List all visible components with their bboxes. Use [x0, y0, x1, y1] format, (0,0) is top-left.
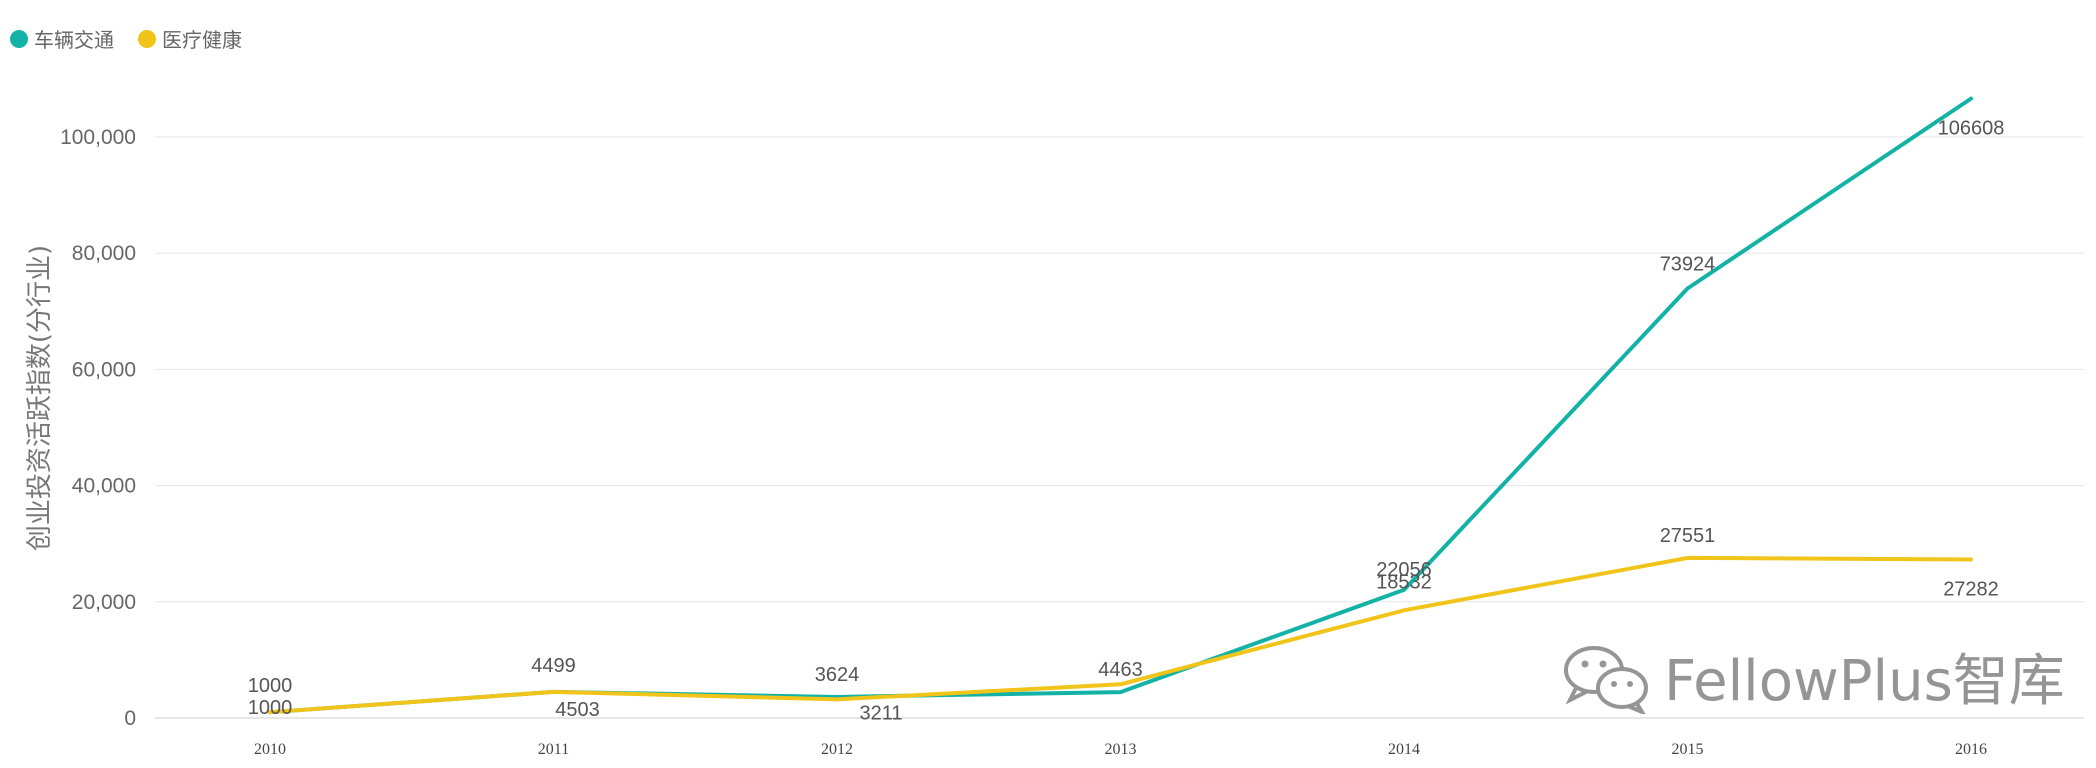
data-label: 3211 — [859, 702, 902, 724]
legend-label-health: 医疗健康 — [162, 28, 242, 52]
data-label: 27282 — [1943, 578, 1999, 600]
data-label: 22056 — [1376, 559, 1432, 581]
data-label: 4499 — [531, 655, 576, 677]
data-label: 27551 — [1660, 525, 1716, 547]
wechat-icon — [1564, 645, 1648, 714]
legend-item-health[interactable]: 医疗健康 — [138, 24, 242, 53]
data-label: 4503 — [555, 699, 600, 721]
y-tick-label: 0 — [124, 707, 136, 730]
x-tick-label: 2013 — [1105, 741, 1137, 758]
legend-label-vehicle: 车辆交通 — [34, 28, 114, 52]
data-label: 4463 — [1098, 659, 1143, 681]
x-tick-label: 2012 — [821, 741, 853, 758]
y-tick-label: 100,000 — [60, 126, 136, 149]
x-tick-label: 2011 — [538, 741, 569, 758]
legend-item-vehicle[interactable]: 车辆交通 — [10, 24, 114, 53]
x-tick-label: 2016 — [1955, 741, 1987, 758]
data-label: 1000 — [248, 697, 293, 719]
watermark: FellowPlus智库 — [1560, 636, 2065, 717]
chart-legend: 车辆交通 医疗健康 — [10, 24, 242, 53]
y-tick-label: 20,000 — [72, 591, 136, 614]
x-tick-label: 2015 — [1672, 741, 1704, 758]
y-tick-label: 40,000 — [72, 475, 136, 498]
legend-swatch-health — [138, 29, 156, 48]
y-tick-label: 60,000 — [72, 358, 136, 381]
data-label: 1000 — [248, 675, 293, 697]
y-axis-label: 创业投资活跃指数(分行业) — [25, 245, 55, 551]
data-label: 18532 — [1376, 571, 1432, 593]
series-line-1 — [268, 555, 1973, 715]
x-tick-label: 2010 — [254, 741, 286, 758]
data-label: 3624 — [815, 664, 860, 686]
watermark-text: FellowPlus智库 — [1664, 649, 2065, 714]
legend-swatch-vehicle — [10, 29, 28, 48]
data-label: 73924 — [1660, 254, 1716, 276]
y-tick-label: 80,000 — [72, 242, 136, 265]
data-label: 106608 — [1938, 118, 2005, 140]
series-line-0 — [268, 96, 1973, 715]
x-tick-label: 2014 — [1388, 741, 1420, 758]
